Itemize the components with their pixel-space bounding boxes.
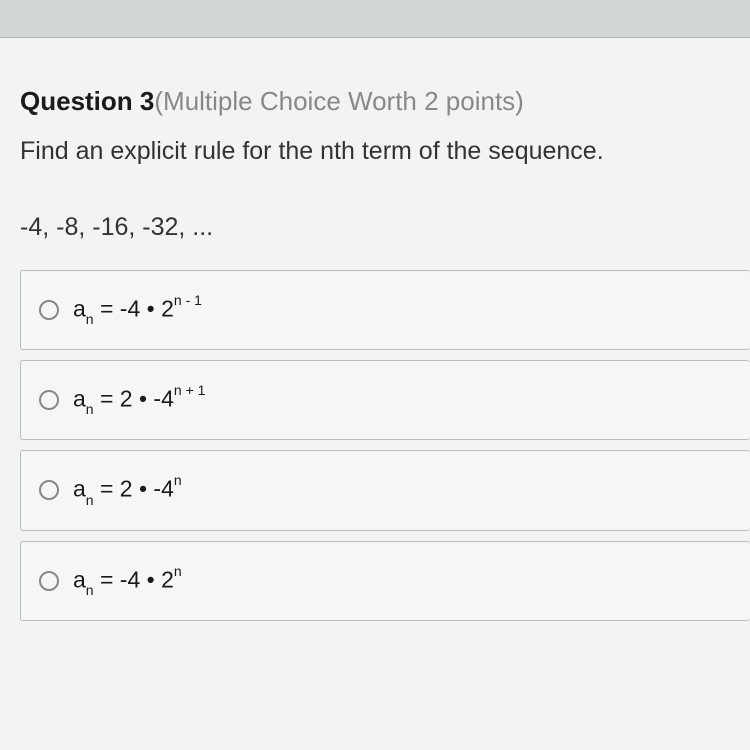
question-label: Question (20, 86, 133, 116)
option-3[interactable]: an = 2 • -4n (20, 450, 750, 530)
option-2[interactable]: an = 2 • -4n + 1 (20, 360, 750, 440)
top-bar (0, 0, 750, 38)
options-list: an = -4 • 2n - 1 an = 2 • -4n + 1 an = 2… (20, 270, 750, 621)
option-1[interactable]: an = -4 • 2n - 1 (20, 270, 750, 350)
question-title: Question 3(Multiple Choice Worth 2 point… (20, 86, 750, 117)
sequence-text: -4, -8, -16, -32, ... (20, 213, 750, 242)
question-meta: (Multiple Choice Worth 2 points) (154, 86, 523, 116)
radio-icon (39, 571, 59, 591)
option-4[interactable]: an = -4 • 2n (20, 541, 750, 621)
question-content: Question 3(Multiple Choice Worth 2 point… (0, 38, 750, 750)
radio-icon (39, 480, 59, 500)
option-formula: an = 2 • -4n + 1 (73, 385, 205, 415)
option-formula: an = -4 • 2n (73, 566, 182, 596)
question-prompt: Find an explicit rule for the nth term o… (20, 135, 750, 169)
radio-icon (39, 300, 59, 320)
option-formula: an = -4 • 2n - 1 (73, 295, 202, 325)
question-number: 3 (140, 86, 154, 116)
option-formula: an = 2 • -4n (73, 475, 182, 505)
radio-icon (39, 390, 59, 410)
